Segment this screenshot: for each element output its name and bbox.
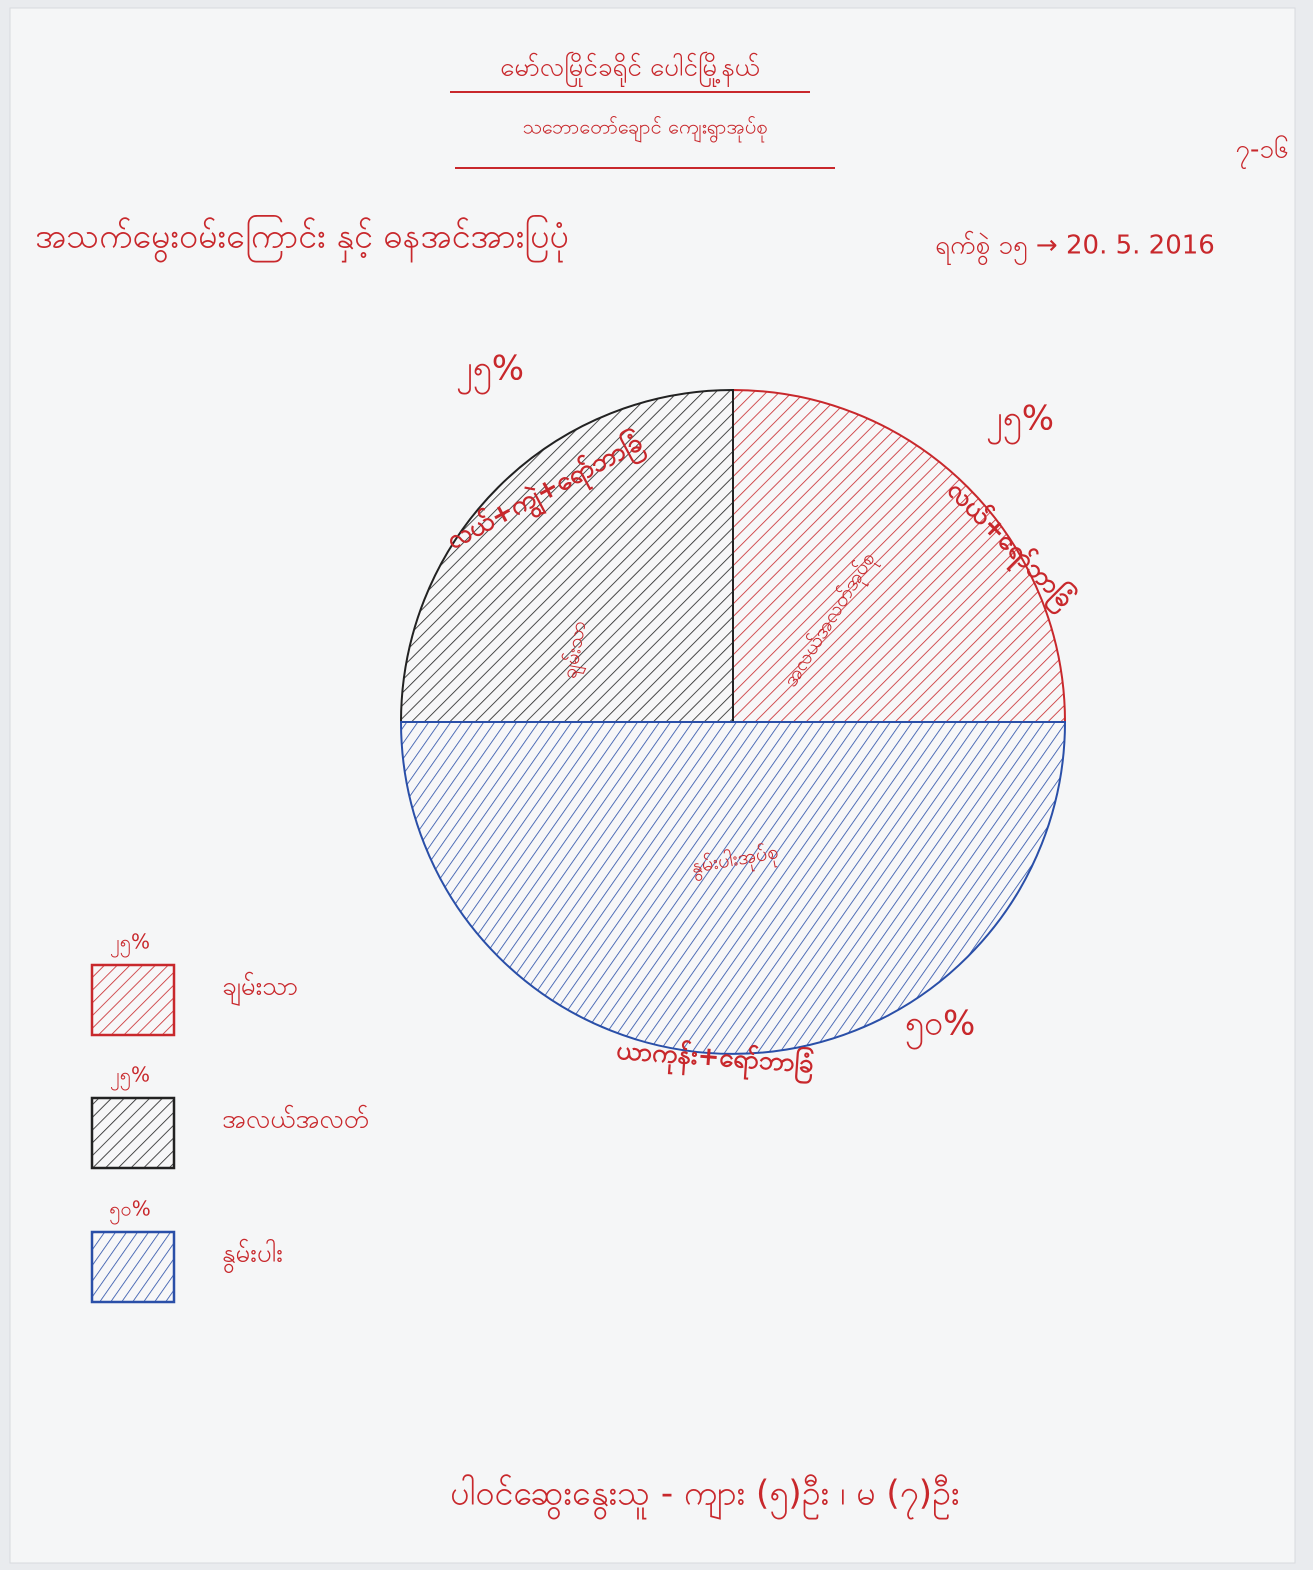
pie-slice [399, 721, 1067, 1055]
legend-value: ၂၅% [110, 930, 150, 958]
header-line2: သဘောတော်ချောင် ကျေးရွာအုပ်စု [522, 115, 767, 143]
footer: ပါဝင်ဆွေးနွေးသူ - ကျား (၅)ဦး ၊ မ (၇)ဦး [450, 1474, 960, 1520]
pie-slice [732, 388, 1067, 723]
legend-label: ချမ်းသာ [222, 971, 298, 1007]
legend-swatch [90, 1096, 176, 1170]
legend-swatch [90, 1230, 176, 1304]
chart-date: ရက်စွဲ ၁၅ → 20. 5. 2016 [935, 230, 1215, 266]
legend-value: ၅၀% [109, 1197, 151, 1225]
pie-slice [399, 388, 734, 723]
legend-label: အလယ်အလတ် [222, 1104, 370, 1135]
corner-note: ၇-၁၆ [1235, 133, 1289, 170]
header-line1: မော်လမြိုင်ခရိုင် ပေါင်မြို့နယ် [500, 50, 760, 88]
legend-swatch [90, 963, 176, 1037]
value-label: ၅၀% [905, 1004, 976, 1050]
value-label: ၂၅% [456, 349, 524, 395]
value-label: ၂၅% [986, 399, 1054, 445]
legend-value: ၂၅% [110, 1063, 150, 1091]
chart-title: အသက်မွေးဝမ်းကြောင်း နှင့် ဓနအင်အားပြပုံ [35, 217, 569, 263]
legend-label: နွမ်းပါး [222, 1238, 283, 1274]
